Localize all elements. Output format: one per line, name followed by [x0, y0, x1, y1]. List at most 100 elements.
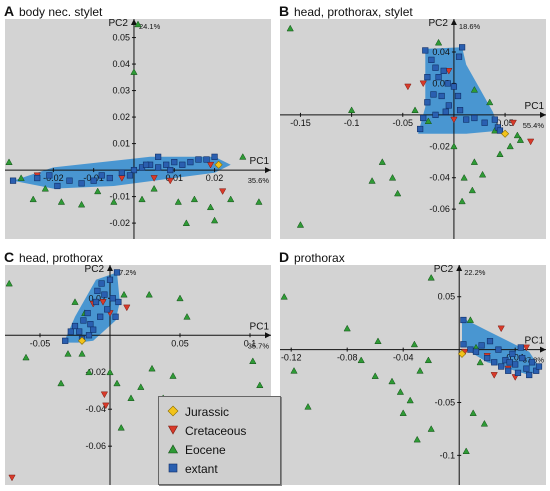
- panel-a-point-extant: [98, 172, 105, 179]
- panel-d-point-eocene: [427, 273, 435, 281]
- panel-a-point-cretaceous: [219, 188, 227, 196]
- panel-b-point-extant: [450, 83, 458, 90]
- panel-b-point-eocene: [516, 136, 525, 143]
- panel-c-point-extant: [109, 295, 116, 302]
- panel-b-point-extant: [481, 119, 488, 126]
- panel-d-point-eocene: [466, 316, 475, 323]
- panel-a-point-eocene: [138, 195, 146, 203]
- legend-item-jurassic: Jurassic: [167, 405, 229, 420]
- panel-a-point-eocene: [182, 219, 190, 226]
- panel-d-point-eocene: [410, 340, 419, 348]
- panel-b-point-extant: [438, 92, 445, 100]
- panel-d-point-extant: [509, 350, 516, 357]
- panel-a-point-extant: [171, 159, 178, 166]
- panel-c-point-extant: [101, 291, 108, 298]
- panel-b-xtick-label: -0.05: [393, 118, 414, 128]
- panel-c-xtick-label: 0.05: [171, 338, 189, 348]
- panel-a-point-extant: [46, 172, 53, 179]
- panel-d-point-eocene: [357, 356, 365, 364]
- panel-c-point-extant: [113, 269, 121, 276]
- panel-a-point-extant: [130, 166, 138, 174]
- panel-b-point-extant: [454, 92, 462, 100]
- panel-b-point-eocene: [424, 117, 432, 124]
- panel-a-point-eocene: [239, 153, 247, 160]
- panel-b-point-extant: [417, 125, 424, 133]
- panel-d-point-extant: [526, 371, 533, 379]
- panel-c-point-eocene: [117, 423, 125, 431]
- panel-d-point-eocene: [388, 377, 396, 385]
- panel-c-point-extant: [85, 332, 93, 339]
- panel-c-point-eocene: [137, 383, 145, 390]
- panel-a-point-eocene: [110, 198, 118, 205]
- panel-d-point-eocene: [280, 293, 288, 300]
- panel-d-point-cretaceous: [497, 325, 505, 333]
- panel-a-point-eocene: [255, 198, 263, 205]
- panel-b-point-eocene: [296, 221, 305, 228]
- panel-a-ytick-label: 0.02: [112, 112, 130, 122]
- panel-b-point-eocene: [388, 173, 397, 181]
- panel-b-point-eocene: [506, 142, 514, 150]
- panel-b-point-extant: [471, 114, 478, 122]
- panel-a-point-extant: [66, 177, 73, 184]
- panel-a-y-arrow: [130, 19, 137, 25]
- panel-a-point-extant: [195, 156, 202, 163]
- panel-a-xpct: 35.6%: [248, 176, 270, 185]
- panel-b-point-eocene: [450, 142, 458, 150]
- panel-a-point-extant: [203, 156, 210, 163]
- panel-c-point-extant: [112, 313, 119, 320]
- panel-d-point-eocene: [396, 388, 405, 395]
- panel-d-xtick-label: -0.08: [337, 353, 358, 363]
- panel-a-point-cretaceous: [206, 161, 215, 169]
- panel-a-point-extant: [90, 177, 97, 184]
- panel-b-point-eocene: [458, 197, 466, 205]
- panel-c-point-extant: [71, 322, 79, 330]
- panel-c-point-eocene: [85, 368, 93, 376]
- panel-a-point-extant: [126, 172, 134, 179]
- panel-b-point-cretaceous: [527, 138, 535, 146]
- panel-d-point-extant: [467, 346, 474, 353]
- panel-a-point-extant: [211, 153, 218, 160]
- panel-c-point-extant: [76, 328, 83, 335]
- panel-d-ytick-label: 0.05: [438, 292, 456, 302]
- panel-c-point-eocene: [120, 290, 128, 298]
- panel-c-point-extant: [98, 280, 105, 287]
- legend-item-eocene: Eocene: [167, 443, 226, 458]
- panel-a-point-jurassic: [214, 160, 223, 169]
- panel-d-point-extant: [523, 365, 530, 372]
- panel-a-point-eocene: [17, 174, 25, 181]
- panel-a-point-extant: [142, 161, 150, 168]
- panel-d-point-extant: [498, 363, 505, 370]
- legend-label-jurassic: Jurassic: [185, 405, 230, 419]
- panel-d-point-extant: [491, 359, 498, 366]
- panel-d-xlabel: PC1: [525, 336, 545, 347]
- panel-a-point-extant: [54, 182, 61, 190]
- panel-c-xtick-label: -0.05: [30, 338, 51, 348]
- panel-b-point-eocene: [394, 189, 402, 197]
- panel-a-point-eocene: [134, 20, 142, 28]
- panel-d-plot: -0.12-0.08-0.040.040.05-0.05-0.1PC137.8%…: [280, 264, 546, 485]
- panel-a-point-eocene: [41, 184, 49, 192]
- panel-d-point-extant: [460, 341, 467, 348]
- panel-a-point-eocene: [150, 184, 158, 192]
- panel-d-point-eocene: [371, 372, 379, 379]
- panel-b-point-extant: [491, 116, 498, 123]
- panel-b-ytick-label: -0.04: [429, 173, 450, 183]
- panel-b-point-cretaceous: [445, 68, 453, 75]
- panel-b-point-eocene: [470, 158, 479, 165]
- panel-a-background: [5, 19, 271, 239]
- panel-b-point-extant: [432, 64, 439, 71]
- panel-c-point-eocene: [249, 357, 257, 364]
- panel-d-title: prothorax: [294, 251, 345, 265]
- legend-label-cretaceous: Cretaceous: [185, 424, 247, 438]
- panel-d-point-eocene: [343, 324, 351, 332]
- panel-a-point-eocene: [190, 195, 199, 203]
- panel-c-point-extant: [106, 276, 114, 283]
- panel-a-point-extant: [155, 153, 162, 160]
- panel-d-point-eocene: [304, 403, 312, 410]
- panel-d-xtick-label: -0.12: [281, 353, 302, 363]
- panel-b-point-eocene: [378, 158, 386, 165]
- panel-d-point-eocene: [476, 358, 484, 366]
- panel-c-point-eocene: [106, 368, 114, 376]
- panel-a-point-cretaceous: [150, 175, 158, 182]
- panel-c-xpct: 35.7%: [248, 341, 270, 350]
